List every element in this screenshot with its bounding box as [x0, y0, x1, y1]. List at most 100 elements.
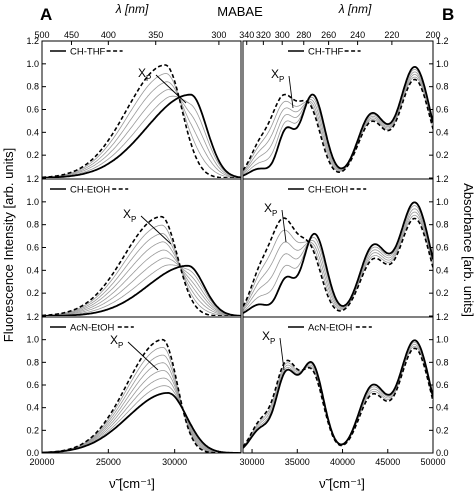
- bottom-axis-label-b: ν̃ [cm⁻¹]: [319, 476, 365, 491]
- y-tick-label: 1.2: [436, 174, 449, 184]
- dashed-series-line: [42, 215, 241, 316]
- y-tick-label: 0.6: [26, 243, 39, 253]
- solid-series-line: [42, 391, 241, 453]
- y-tick-label: 0.6: [436, 243, 449, 253]
- y-tick-label: 0.8: [436, 82, 449, 92]
- y-tick-label: 0.4: [436, 403, 449, 413]
- top-tick-label: 400: [101, 30, 116, 40]
- top-tick-label: 240: [350, 30, 365, 40]
- x-tick-label: 20000: [29, 457, 54, 467]
- y-tick-label: 1.2: [26, 312, 39, 322]
- y-tick-label: 0.4: [26, 127, 39, 137]
- x-tick-label: 25000: [96, 457, 121, 467]
- dashed-series-line: [42, 64, 241, 178]
- xp-arrow-line: [288, 75, 294, 109]
- y-tick-label: 0.8: [26, 82, 39, 92]
- xp-marker: X: [271, 67, 279, 81]
- top-tick-label: 260: [321, 30, 336, 40]
- xp-marker-sub: P: [118, 341, 123, 350]
- solid-series-line: [42, 264, 241, 316]
- y-tick-label: 0.6: [436, 105, 449, 115]
- grey-series-line: [243, 208, 433, 311]
- top-tick-label: 350: [148, 30, 163, 40]
- xp-arrow-line: [155, 74, 187, 104]
- xp-marker: X: [110, 333, 118, 347]
- y-tick-label: 0.4: [26, 265, 39, 275]
- top-tick-label: 320: [256, 30, 271, 40]
- x-tick-label: 50000: [420, 457, 445, 467]
- xp-marker-sub: P: [272, 209, 277, 218]
- y-tick-label: 1.0: [26, 59, 39, 69]
- top-tick-label: 340: [239, 30, 254, 40]
- top-tick-label: 500: [34, 30, 49, 40]
- y-tick-label: 0.6: [26, 380, 39, 390]
- xp-marker-sub: P: [146, 74, 151, 83]
- grey-series-line: [42, 233, 241, 316]
- x-tick-label: 30000: [162, 457, 187, 467]
- y-tick-label: 0.2: [26, 288, 39, 298]
- panel-label-a: A: [40, 5, 52, 24]
- xp-marker-sub: P: [131, 215, 136, 224]
- xp-marker: X: [138, 66, 146, 80]
- xp-marker: X: [262, 329, 270, 343]
- y-tick-label: 0.2: [436, 425, 449, 435]
- grey-series-line: [243, 214, 433, 311]
- solid-series-line: [243, 339, 433, 449]
- y-tick-label: 1.0: [26, 197, 39, 207]
- y-tick-label: 0.6: [436, 380, 449, 390]
- y-tick-label: 1.0: [436, 335, 449, 345]
- legend-label: CH-THF: [70, 47, 106, 58]
- top-tick-label: 300: [275, 30, 290, 40]
- grey-series-line: [42, 249, 241, 316]
- grey-series-line: [243, 76, 433, 172]
- y-tick-label: 0.2: [436, 150, 449, 160]
- xp-arrow-line: [281, 209, 287, 243]
- top-tick-label: 220: [384, 30, 399, 40]
- dashed-series-line: [42, 338, 241, 453]
- xp-marker-sub: P: [270, 337, 275, 346]
- top-axis-label-b: λ [nm]: [338, 2, 372, 16]
- y-tick-label: 0.4: [436, 127, 449, 137]
- figure-title: MABAE: [217, 4, 263, 19]
- y-tick-label: 0.2: [436, 288, 449, 298]
- panel-label-b: B: [442, 5, 454, 24]
- x-tick-label: 30000: [240, 457, 265, 467]
- y-tick-label: 0.2: [26, 150, 39, 160]
- y-tick-label: 1.0: [436, 59, 449, 69]
- grey-series-line: [243, 74, 433, 173]
- legend-label: AcN-EtOH: [308, 323, 352, 334]
- xp-arrow-line: [279, 337, 285, 371]
- y-tick-label: 0.2: [26, 425, 39, 435]
- y-tick-label: 0.8: [436, 220, 449, 230]
- y-tick-label: 0.4: [436, 265, 449, 275]
- legend-label: CH-EtOH: [70, 185, 110, 196]
- grey-series-line: [42, 72, 241, 178]
- xp-arrow-line: [140, 215, 172, 245]
- y-tick-label: 1.0: [26, 335, 39, 345]
- x-tick-label: 45000: [375, 457, 400, 467]
- dashed-series-line: [243, 217, 433, 312]
- x-tick-label: 35000: [285, 457, 310, 467]
- y-tick-label: 0.8: [26, 357, 39, 367]
- plot-area: 500 450 400 350 300 20000 25000 30000 0.2 0.4 0.6 0…: [26, 30, 448, 467]
- solid-series-line: [243, 201, 433, 314]
- y-tick-label: 0.8: [26, 220, 39, 230]
- legend-label: AcN-EtOH: [70, 323, 114, 334]
- y-tick-label: 0.0: [26, 448, 39, 458]
- y-tick-label: 0.8: [436, 357, 449, 367]
- xp-marker-sub: P: [279, 75, 284, 84]
- dashed-series-line: [243, 78, 433, 174]
- grey-series-line: [42, 81, 241, 178]
- top-tick-label: 450: [64, 30, 79, 40]
- bottom-axis-label-a: ν̃ [cm⁻¹]: [109, 476, 155, 491]
- solid-series-line: [42, 93, 241, 178]
- xp-marker: X: [123, 207, 131, 221]
- y-tick-label: 1.2: [436, 36, 449, 46]
- y-tick-label: 1.2: [26, 36, 39, 46]
- top-tick-label: 280: [296, 30, 311, 40]
- grey-series-line: [243, 211, 433, 310]
- x-tick-label: 40000: [330, 457, 355, 467]
- right-axis-label: Absorbance [arb. units]: [461, 183, 474, 317]
